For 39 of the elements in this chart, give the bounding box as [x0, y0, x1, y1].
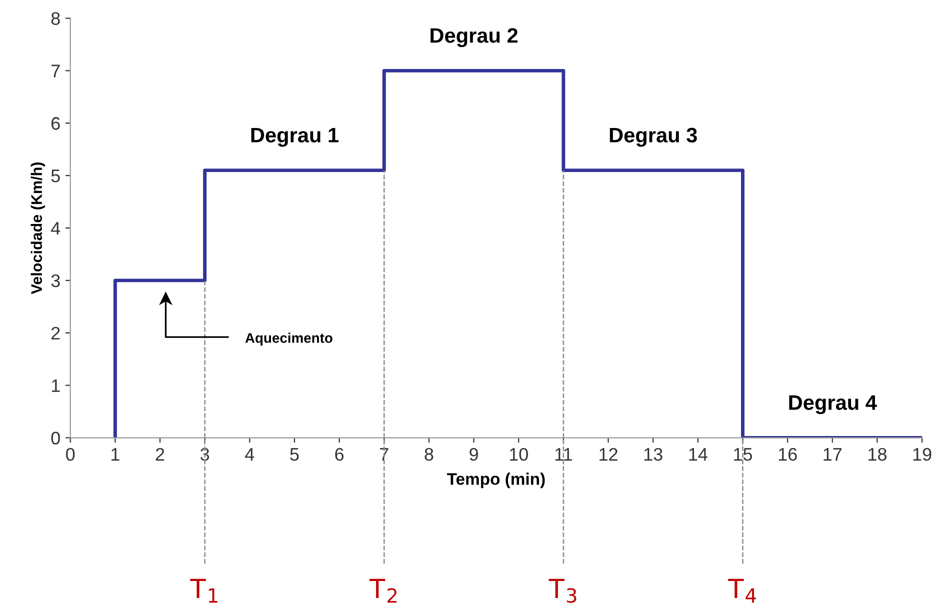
x-tick-label: 8 [424, 448, 434, 461]
x-tick-label: 1 [112, 448, 120, 461]
y-tick-label: 0 [51, 432, 60, 444]
x-tick-label: 10 [510, 448, 528, 461]
x-tick-label: 6 [335, 448, 344, 461]
x-tick-label: 5 [290, 448, 299, 461]
ref-line-label: T$_{1}$ [190, 578, 218, 603]
x-tick-label: 4 [245, 448, 254, 461]
y-tick-label: 8 [51, 12, 60, 25]
x-tick-label: 2 [156, 448, 164, 461]
ref-line-label: T$_{2}$ [369, 578, 397, 603]
ref-line-label: T$_{4}$ [728, 578, 756, 603]
annotation: Degrau 4 [789, 395, 877, 414]
x-tick-label: 17 [824, 448, 842, 461]
y-tick-label: 1 [52, 379, 60, 392]
annotation: Aquecimento [245, 332, 332, 346]
y-tick-label: 3 [51, 274, 60, 288]
x-tick-label: 0 [66, 448, 75, 461]
ref-line-label: T$_{3}$ [548, 578, 576, 603]
x-axis-title: Tempo (min) [447, 472, 545, 488]
x-tick-label: 14 [689, 448, 708, 461]
x-tick-label: 19 [913, 448, 932, 461]
annotation: Degrau 3 [610, 128, 697, 147]
annotation: Degrau 2 [430, 28, 518, 48]
x-tick-label: 16 [778, 448, 797, 461]
x-tick-label: 3 [200, 448, 210, 461]
x-tick-label: 18 [868, 448, 886, 461]
x-tick-label: 15 [734, 448, 752, 461]
y-tick-label: 5 [51, 170, 60, 182]
x-tick-label: 11 [555, 448, 572, 461]
annotation: Degrau 1 [251, 128, 338, 147]
y-tick-label: 4 [51, 222, 60, 235]
x-tick-label: 9 [470, 448, 478, 461]
y-tick-label: 6 [52, 117, 60, 130]
y-axis-title: Velocidade (Km/h) [30, 162, 46, 294]
x-tick-label: 13 [644, 448, 662, 461]
x-tick-label: 12 [600, 448, 618, 461]
y-tick-label: 2 [51, 326, 60, 340]
y-tick-label: 7 [52, 64, 60, 78]
